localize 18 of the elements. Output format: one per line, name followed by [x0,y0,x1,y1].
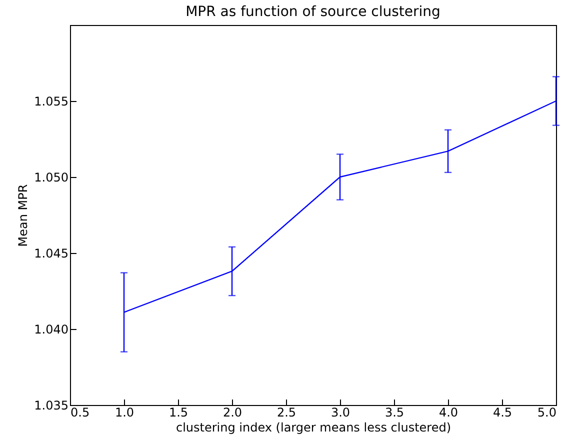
x-tick-label: 4.0 [438,406,458,420]
x-tick-label: 3.5 [384,406,404,420]
y-tick-label: 1.045 [34,246,68,260]
x-tick-label: 0.5 [70,406,90,420]
x-tick-label: 1.0 [114,406,134,420]
x-tick-label: 2.0 [222,406,242,420]
y-tick-label: 1.055 [34,94,68,108]
x-tick-label: 2.5 [276,406,296,420]
y-axis-title: Mean MPR [16,184,30,247]
x-tick-label: 4.5 [492,406,512,420]
chart-title: MPR as function of source clustering [186,4,440,20]
y-tick-label: 1.035 [34,398,68,412]
x-tick-label: 1.5 [168,406,188,420]
x-tick-label: 5.0 [537,406,556,420]
y-tick-label: 1.040 [34,322,68,336]
x-axis-title: clustering index (larger means less clustered) [176,420,452,434]
y-tick-label: 1.050 [34,170,68,184]
x-tick-label: 3.0 [330,406,350,420]
